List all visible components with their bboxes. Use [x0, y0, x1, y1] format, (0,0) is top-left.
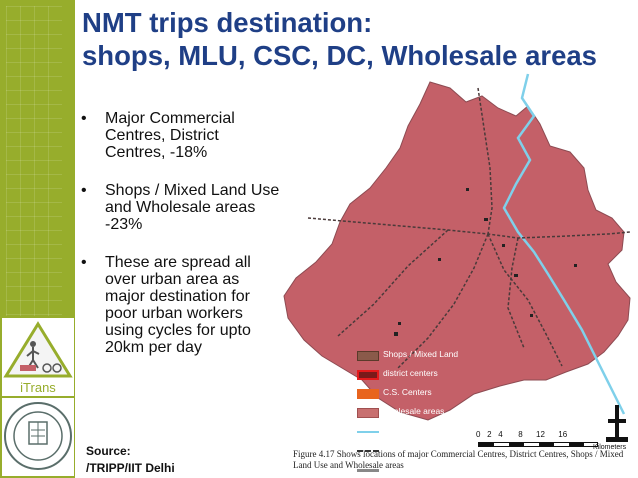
scale-ticks: 0 2 4 8 12 16: [476, 430, 568, 439]
figure-caption: Figure 4.17 Shows locations of major Com…: [293, 449, 624, 470]
legend-item: Shops / Mixed Land: [357, 347, 472, 366]
legend-item: yamuna watercourse: [357, 423, 472, 442]
title-line-1: NMT trips destination:: [82, 7, 373, 38]
legend-label: wholesale areas: [383, 406, 445, 416]
legend-item: district centers: [357, 366, 472, 385]
scale-unit: Kilometers: [593, 444, 627, 451]
map-legend: Shops / Mixed Land district centers C.S.…: [357, 347, 472, 478]
legend-swatch: [357, 389, 379, 399]
railway-lines: [307, 87, 631, 369]
legend-label: yamuna watercourse: [383, 425, 462, 435]
north-arrow-icon: [606, 405, 628, 442]
legend-label: district centers: [383, 368, 438, 378]
scale-bar-graphic: [478, 442, 598, 447]
legend-label: railway line: [383, 444, 426, 454]
legend-item: nctd line: [357, 461, 472, 478]
source-value: /TRIPP/IIT Delhi: [86, 461, 175, 475]
shop-markers: [394, 188, 577, 336]
legend-item: railway line: [357, 442, 472, 461]
itrans-logo: iTrans: [2, 318, 74, 396]
legend-swatch: [357, 469, 379, 472]
legend-swatch: [357, 351, 379, 361]
source-label: Source:: [86, 444, 131, 458]
map-region: [283, 81, 631, 421]
scale-bar: 0 2 4 8 12 16 Kilometers: [476, 430, 626, 460]
sidebar-grid-pattern: [6, 6, 62, 316]
bullet-item: These are spread all over urban area as …: [80, 254, 280, 356]
legend-label: nctd line: [383, 463, 415, 473]
bullet-item: Major Commercial Centres, District Centr…: [80, 110, 280, 161]
legend-label: C.S. Centers: [383, 387, 432, 397]
source-note: Source: /TRIPP/IIT Delhi: [86, 443, 175, 477]
legend-swatch: [357, 450, 379, 452]
legend-swatch: [357, 408, 379, 418]
legend-item: wholesale areas: [357, 404, 472, 423]
slide-title: NMT trips destination: shops, MLU, CSC, …: [82, 6, 632, 72]
legend-swatch: [357, 370, 379, 380]
yamuna-river: [502, 73, 626, 415]
delhi-map: [283, 73, 631, 421]
itrans-logo-text: iTrans: [20, 380, 56, 395]
legend-item: C.S. Centers: [357, 385, 472, 404]
title-line-2: shops, MLU, CSC, DC, Wholesale areas: [82, 40, 597, 71]
bullet-list: Major Commercial Centres, District Centr…: [80, 110, 280, 377]
logo-group: iTrans: [2, 318, 74, 476]
dda-seal-logo: [2, 398, 74, 476]
legend-swatch: [357, 431, 379, 433]
bullet-item: Shops / Mixed Land Use and Wholesale are…: [80, 182, 280, 233]
legend-label: Shops / Mixed Land: [383, 349, 459, 359]
